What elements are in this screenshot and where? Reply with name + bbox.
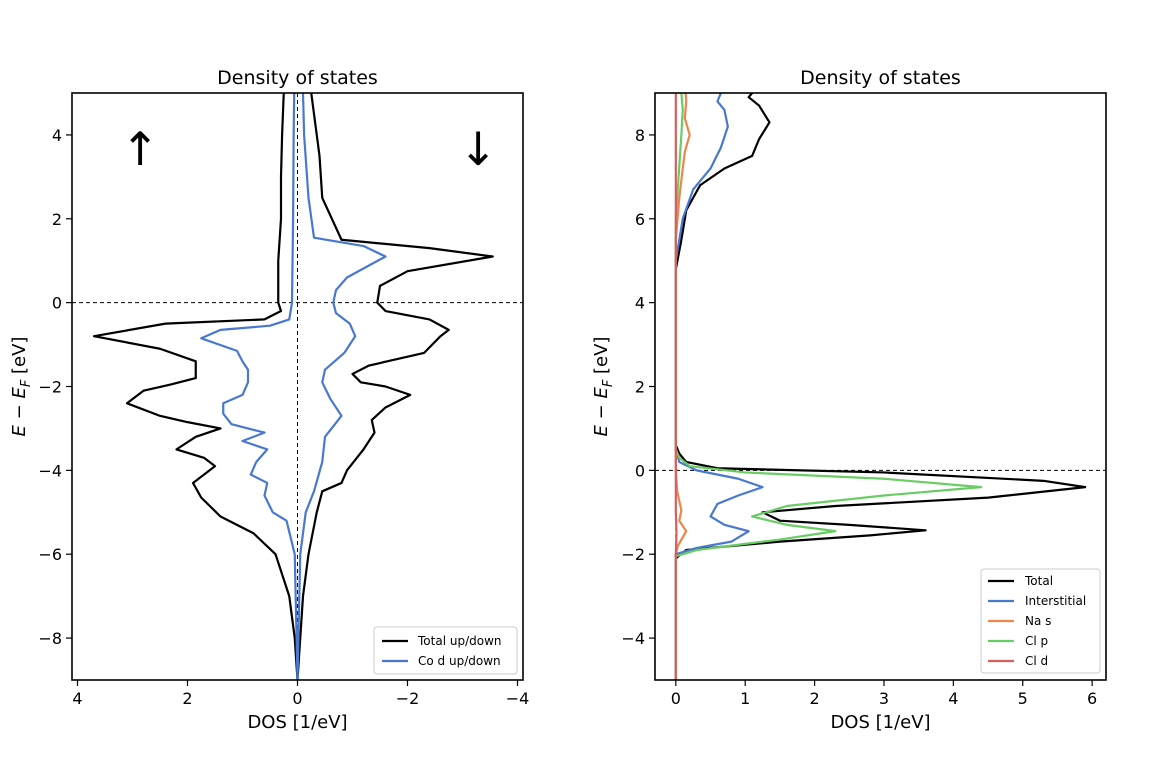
l-y-tick-label: 4 [52,126,62,145]
right-y-axis-label: E − EF [eV] [591,337,616,437]
right-panel: Density of states 0 1 2 3 4 5 6 −4 −2 0 2 4 6 8 DOS … [591,67,1107,733]
r-x-tick-label: 4 [948,689,958,708]
r-y-tick-label: −4 [621,629,645,648]
legend-label-total: Total [1024,574,1053,588]
l-y-tick-label: −8 [38,629,62,648]
legend-label-na-s: Na s [1025,614,1051,628]
right-y-label-sub: F [601,379,616,387]
right-y-label-main: E − E [591,387,612,437]
l-y-tick-label: 2 [52,210,62,229]
r-y-tick-label: 4 [635,294,645,313]
series-cl-p [674,93,983,680]
left-legend: Total up/down Co d up/down [373,626,518,675]
right-grid-refs [655,93,1106,680]
r-x-tick-label: 5 [1018,689,1028,708]
l-x-tick-label: 0 [292,689,302,708]
l-y-tick-label: −2 [38,378,62,397]
r-x-tick-label: 6 [1087,689,1097,708]
right-x-ticks: 0 1 2 3 4 5 6 [671,680,1097,708]
r-y-tick-label: 6 [635,210,645,229]
right-curves [674,93,1087,680]
right-y-label-tail: [eV] [591,337,612,380]
right-chart-title: Density of states [800,67,961,89]
right-x-axis-label: DOS [1/eV] [830,712,930,733]
right-legend: Total Interstitial Na s Cl p Cl d [980,568,1101,674]
left-curves [92,93,494,680]
series-co-d-up-down-down [296,93,387,680]
l-x-tick-label: 4 [72,689,82,708]
left-chart-title: Density of states [217,67,378,89]
spin-up-arrow: ↑ [121,122,160,176]
r-x-tick-label: 3 [879,689,889,708]
l-x-tick-label: −2 [396,689,420,708]
left-x-axis-label: DOS [1/eV] [247,712,347,733]
legend-label-total-updown: Total up/down [417,634,501,648]
legend-label-co-d-updown: Co d up/down [418,654,501,668]
l-y-tick-label: 0 [52,294,62,313]
r-x-tick-label: 1 [740,689,750,708]
left-y-ticks: −8 −6 −4 −2 0 2 4 [38,126,72,648]
left-y-label-tail: [eV] [9,337,30,380]
left-grid-refs [72,93,523,680]
l-y-tick-label: −6 [38,545,62,564]
legend-label-cl-p: Cl p [1025,634,1048,648]
left-x-ticks: 4 2 0 −2 −4 [72,680,529,708]
legend-label-cl-d: Cl d [1025,654,1048,668]
r-y-tick-label: −2 [621,545,645,564]
right-legend-box [980,568,1101,674]
series-co-d-up-down-up [200,93,299,680]
l-x-tick-label: 2 [182,689,192,708]
series-total-up-down-down [296,93,494,680]
r-y-tick-label: 0 [635,461,645,480]
l-y-tick-label: −4 [38,461,62,480]
left-y-label-sub: F [19,379,34,387]
right-y-ticks: −4 −2 0 2 4 6 8 [621,126,655,648]
left-legend-box [373,626,518,675]
left-y-label-main: E − E [9,387,30,437]
left-panel: Density of states 4 2 0 −2 −4 −8 −6 −4 −2 0 2 4 DO… [9,67,529,733]
r-x-tick-label: 2 [809,689,819,708]
series-cl-d [674,93,678,680]
series-total-up-down-up [92,93,299,680]
spin-down-arrow: ↓ [459,122,498,176]
r-y-tick-label: 2 [635,378,645,397]
legend-label-interstitial: Interstitial [1025,594,1086,608]
series-interstitial [674,93,764,680]
r-x-tick-label: 0 [671,689,681,708]
r-y-tick-label: 8 [635,126,645,145]
l-x-tick-label: −4 [506,689,530,708]
left-y-axis-label: E − EF [eV] [9,337,34,437]
